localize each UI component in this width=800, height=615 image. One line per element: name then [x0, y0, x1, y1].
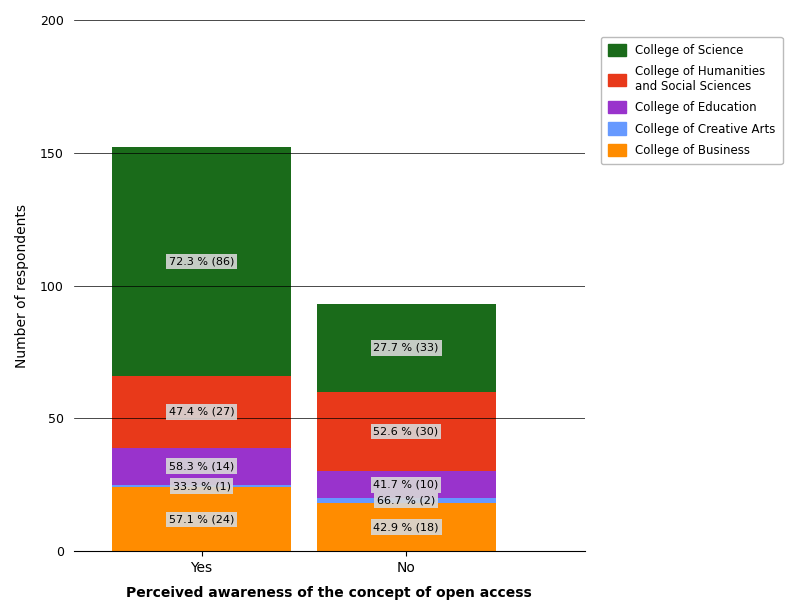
Text: 41.7 % (10): 41.7 % (10) — [374, 480, 438, 490]
Text: 58.3 % (14): 58.3 % (14) — [169, 461, 234, 471]
Text: 33.3 % (1): 33.3 % (1) — [173, 481, 230, 491]
Y-axis label: Number of respondents: Number of respondents — [15, 204, 29, 368]
Bar — [112, 485, 291, 488]
Legend: College of Science, College of Humanities
and Social Sciences, College of Educat: College of Science, College of Humanitie… — [601, 36, 783, 164]
X-axis label: Perceived awareness of the concept of open access: Perceived awareness of the concept of op… — [126, 586, 532, 600]
Bar — [112, 488, 291, 551]
Text: 42.9 % (18): 42.9 % (18) — [374, 522, 438, 532]
Text: 57.1 % (24): 57.1 % (24) — [169, 514, 234, 525]
Text: 47.4 % (27): 47.4 % (27) — [169, 407, 234, 417]
Text: 27.7 % (33): 27.7 % (33) — [374, 343, 438, 353]
Bar — [317, 392, 495, 472]
Bar — [112, 376, 291, 448]
Bar — [317, 304, 495, 392]
Bar — [112, 148, 291, 376]
Bar — [112, 448, 291, 485]
Bar — [317, 472, 495, 498]
Text: 66.7 % (2): 66.7 % (2) — [377, 496, 435, 506]
Text: 52.6 % (30): 52.6 % (30) — [374, 427, 438, 437]
Bar — [317, 498, 495, 503]
Bar — [317, 503, 495, 551]
Text: 72.3 % (86): 72.3 % (86) — [169, 256, 234, 267]
